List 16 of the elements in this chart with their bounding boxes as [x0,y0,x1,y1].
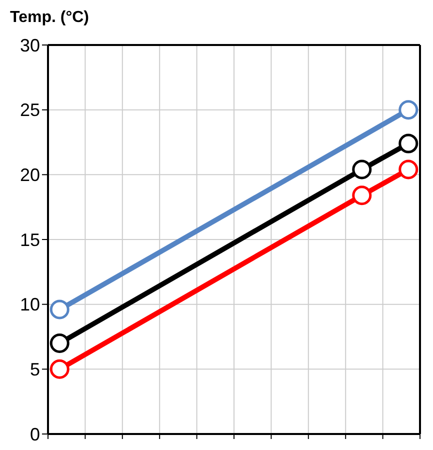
y-tick-label: 20 [20,165,40,186]
point [398,100,418,120]
y-tick-label: 5 [30,360,40,380]
point [50,359,70,379]
y-tick-label: 30 [20,35,40,56]
y-tick-label: 15 [20,230,40,250]
y-axis-title: Temp. (°C) [9,8,90,28]
point [352,186,372,206]
point [352,160,372,180]
y-tick-label: 25 [20,100,40,120]
y-tick-label: 10 [20,294,40,315]
y-tick-label: 0 [30,424,40,444]
point [50,333,70,353]
point [398,134,418,154]
point [398,160,418,180]
point [50,300,70,320]
